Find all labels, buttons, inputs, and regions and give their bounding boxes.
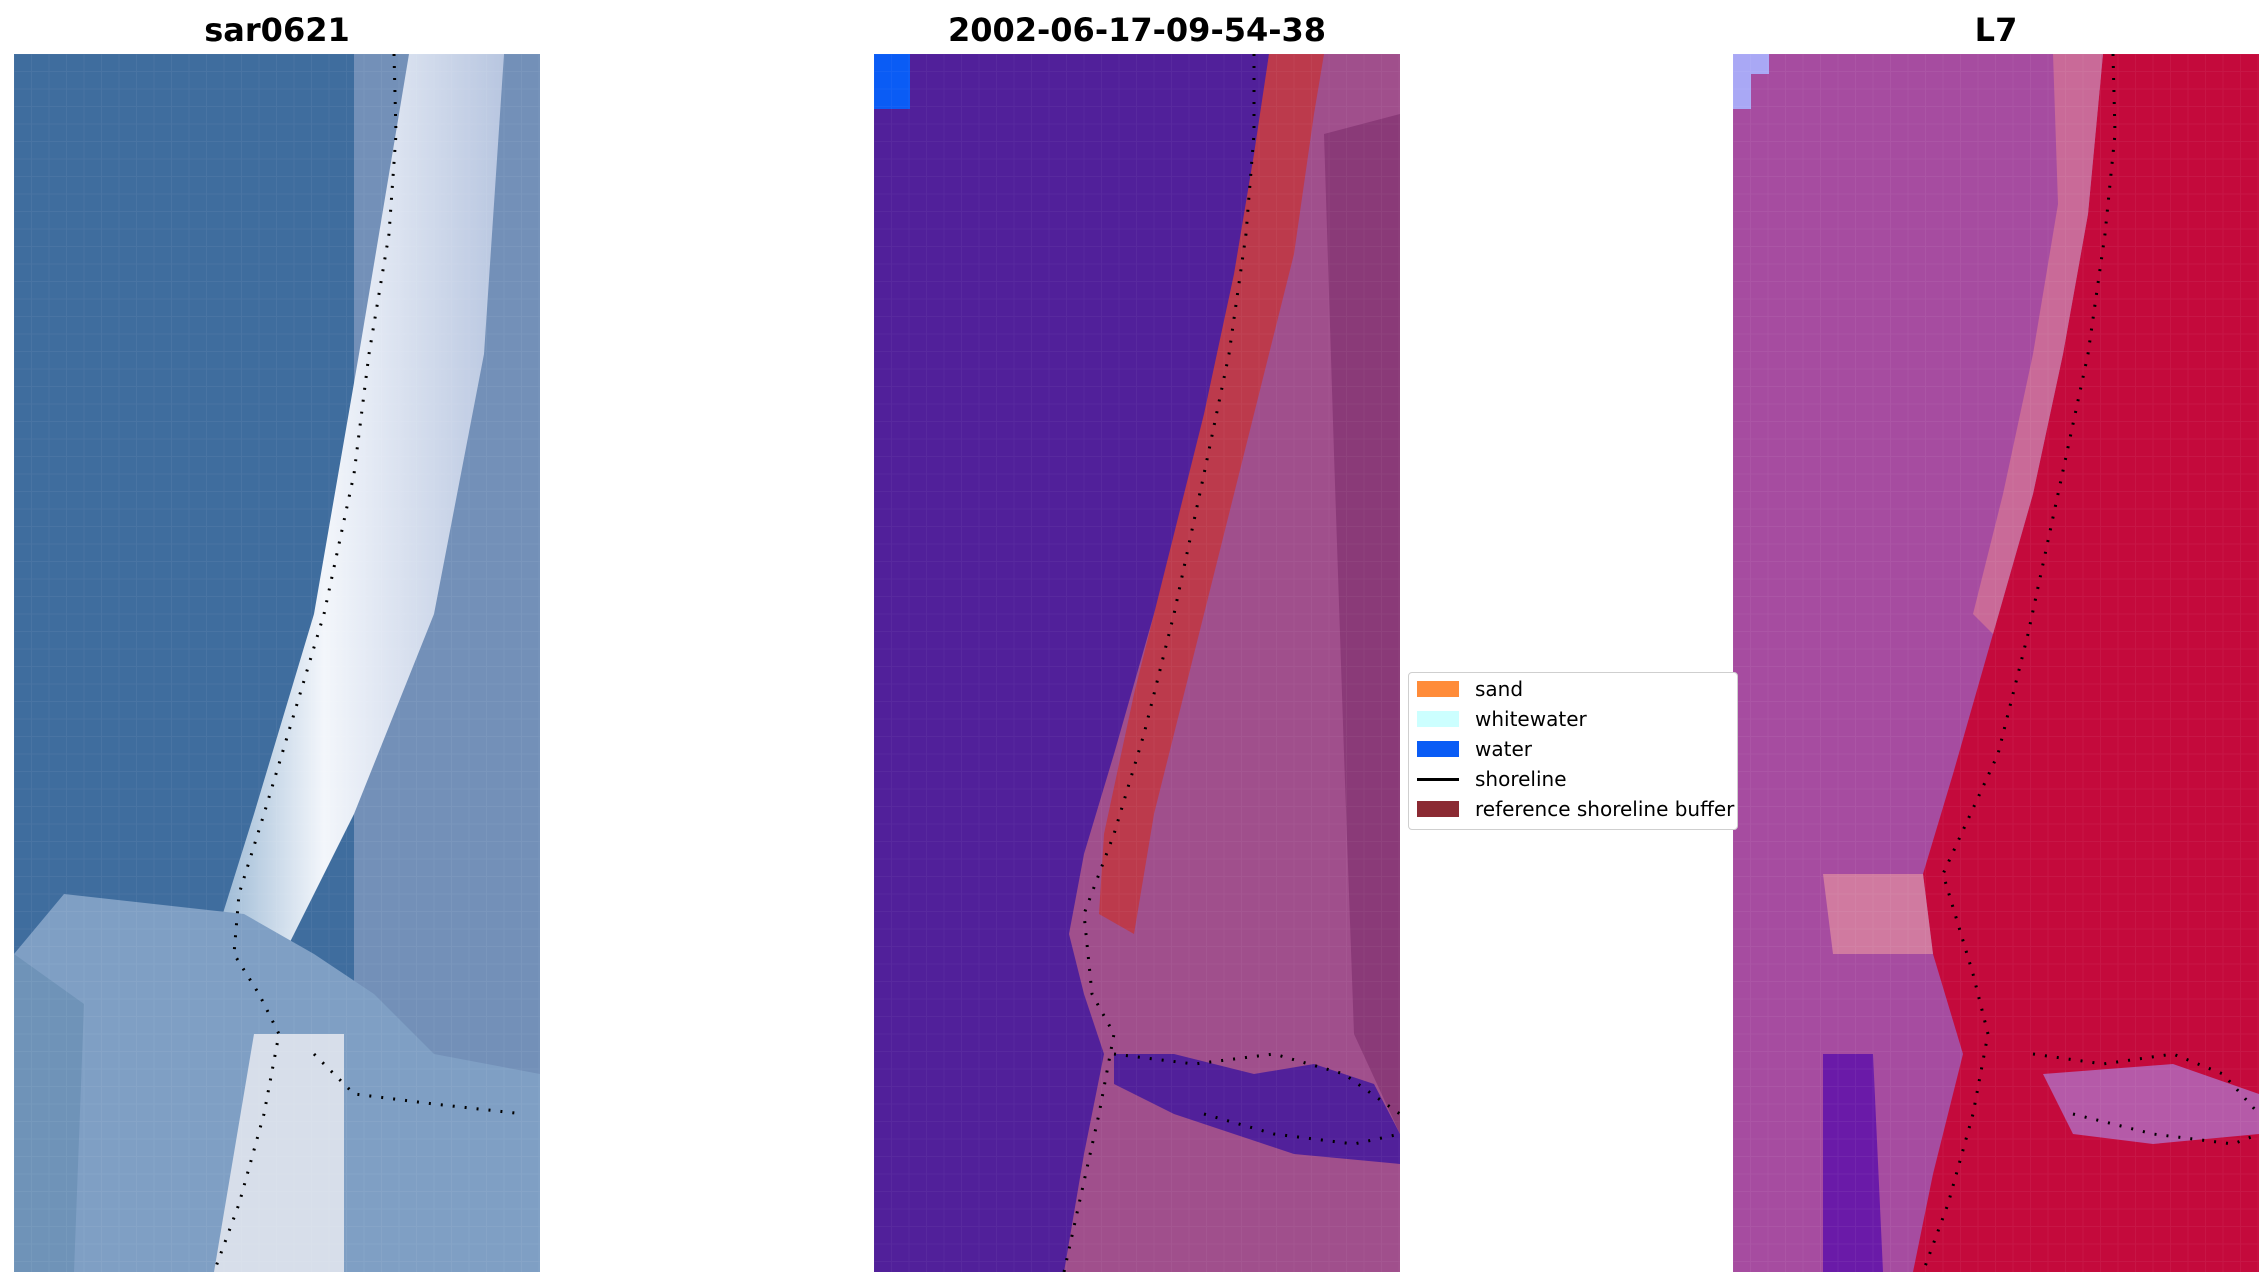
panel-2-title: 2002-06-17-09-54-38	[947, 11, 1327, 49]
legend-item-water: water	[1417, 735, 1532, 763]
rgb-image	[14, 54, 540, 1272]
panel-1-title: sar0621	[204, 11, 350, 49]
classified-image	[874, 54, 1400, 1272]
legend-item-shoreline: shoreline	[1417, 765, 1567, 793]
legend-item-reference-buffer: reference shoreline buffer	[1417, 795, 1734, 823]
classified-image-panel	[874, 54, 1400, 1272]
whitewater-swatch	[1417, 711, 1459, 727]
legend-label-whitewater: whitewater	[1475, 707, 1587, 731]
l7-image	[1733, 54, 2259, 1272]
reference-buffer-swatch	[1417, 801, 1459, 817]
legend-item-whitewater: whitewater	[1417, 705, 1587, 733]
sand-swatch	[1417, 681, 1459, 697]
legend-label-water: water	[1475, 737, 1532, 761]
legend: sand whitewater water shoreline referenc…	[1408, 672, 1738, 830]
rgb-image-panel	[14, 54, 540, 1272]
l7-image-panel	[1733, 54, 2259, 1272]
shoreline-line-icon	[1417, 777, 1459, 781]
legend-label-sand: sand	[1475, 677, 1524, 701]
legend-item-sand: sand	[1417, 675, 1523, 703]
legend-label-reference-buffer: reference shoreline buffer	[1475, 797, 1735, 821]
panel-3-title: L7	[1974, 11, 2018, 49]
legend-label-shoreline: shoreline	[1475, 767, 1567, 791]
water-swatch	[1417, 741, 1459, 757]
